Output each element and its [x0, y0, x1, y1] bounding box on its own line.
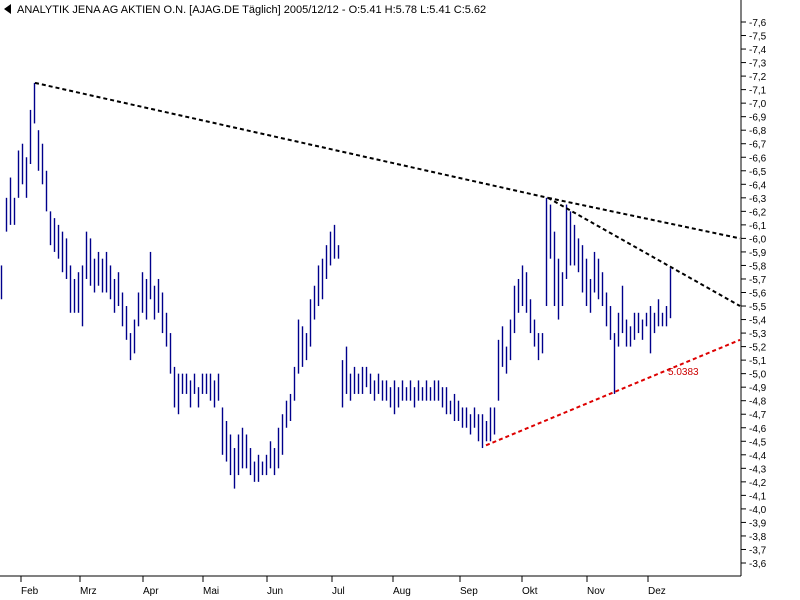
resistance-trendline [34, 81, 549, 199]
trendlines [34, 81, 741, 447]
y-tick-label: -5,2 [749, 343, 767, 354]
y-tick-label: -4,2 [749, 478, 767, 489]
arrow-left-icon[interactable] [4, 4, 11, 14]
x-tick-label: Mrz [80, 586, 97, 597]
y-tick-label: -4,4 [749, 451, 767, 462]
y-tick-label: -7,1 [749, 86, 767, 97]
y-tick-label: -4,7 [749, 410, 767, 421]
chart-title: ANALYTIK JENA AG AKTIEN O.N. [AJAG.DE Tä… [17, 4, 486, 16]
y-tick-label: -6,3 [749, 194, 767, 205]
y-tick-label: -6,2 [749, 207, 767, 218]
y-tick-label: -4,8 [749, 397, 767, 408]
y-tick-label: -3,8 [749, 532, 767, 543]
y-tick-label: -5,8 [749, 261, 767, 272]
ohlc-series [0, 82, 672, 489]
x-tick-label: Mai [203, 586, 219, 597]
resistance-trendline [547, 196, 741, 307]
y-tick-label: -4,1 [749, 491, 767, 502]
y-tick-label: -5,9 [749, 248, 767, 259]
y-tick-label: -7,6 [749, 18, 767, 29]
x-tick-label: Dez [648, 586, 666, 597]
y-tick-label: -4,0 [749, 505, 767, 516]
y-tick-label: -5,0 [749, 370, 767, 381]
y-tick-label: -6,5 [749, 167, 767, 178]
resistance-trendline [547, 196, 741, 240]
y-tick-label: -7,2 [749, 72, 767, 83]
support-trendline [485, 338, 741, 447]
x-tick-label: Sep [460, 586, 478, 597]
x-tick-label: Apr [143, 586, 159, 597]
y-tick-label: -3,6 [749, 559, 767, 570]
y-tick-label: -4,6 [749, 424, 767, 435]
y-tick-label: -4,5 [749, 437, 767, 448]
y-tick-label: -6,6 [749, 153, 767, 164]
y-tick-label: -6,1 [749, 221, 767, 232]
y-tick-label: -5,1 [749, 356, 767, 367]
y-axis-ticks: -7,6 -7,5 -7,4 -7,3 -7,2 -7,1 -7,0 -6,9 -6,8 -6,7… [741, 18, 767, 570]
y-tick-label: -7,4 [749, 45, 767, 56]
y-tick-label: -7,5 [749, 32, 767, 43]
y-tick-label: -4,9 [749, 383, 767, 394]
x-tick-label: Jun [267, 586, 283, 597]
y-tick-label: -5,5 [749, 302, 767, 313]
x-axis-ticks: Feb Mrz Apr Mai Jun Jul Aug Sep Okt Nov Dez [20, 576, 666, 597]
y-tick-label: -6,7 [749, 140, 767, 151]
y-tick-label: -6,0 [749, 234, 767, 245]
y-tick-label: -5,3 [749, 329, 767, 340]
y-tick-label: -4,3 [749, 464, 767, 475]
x-tick-label: Feb [21, 586, 39, 597]
x-tick-label: Jul [332, 586, 345, 597]
y-tick-label: -3,9 [749, 518, 767, 529]
support-level-label: 5.0383 [668, 367, 699, 378]
y-tick-label: -6,8 [749, 126, 767, 137]
y-tick-label: -5,6 [749, 289, 767, 300]
x-tick-label: Okt [522, 586, 538, 597]
x-tick-label: Nov [587, 586, 605, 597]
y-tick-label: -5,7 [749, 275, 767, 286]
y-tick-label: -6,4 [749, 180, 767, 191]
x-tick-label: Aug [393, 586, 411, 597]
y-tick-label: -6,9 [749, 113, 767, 124]
y-tick-label: -7,0 [749, 99, 767, 110]
y-tick-label: -7,3 [749, 59, 767, 70]
y-tick-label: -5,4 [749, 316, 767, 327]
y-tick-label: -3,7 [749, 545, 767, 556]
